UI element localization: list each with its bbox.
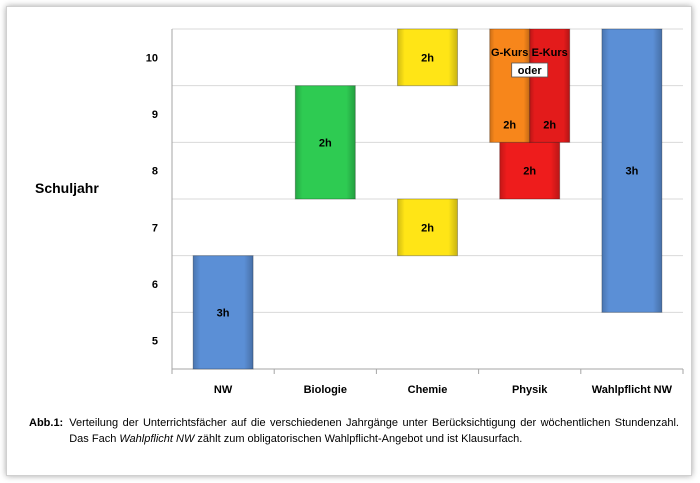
bar-shading (397, 199, 458, 256)
course-label: G-Kurs (491, 47, 528, 59)
caption-italic: Wahlpflicht NW (119, 433, 195, 445)
y-tick-label: 7 (152, 222, 158, 234)
bar-label: 3h (625, 166, 638, 178)
chart: 5 6 7 8 9 10 NW Biologie Chemie Physik Wahlpflicht… (35, 28, 684, 396)
axes (171, 29, 684, 374)
bar-shading (397, 29, 458, 86)
figure-caption: Abb.1: Verteilung der Unterrichtsfächer … (29, 415, 679, 447)
bar-shading (295, 85, 356, 199)
bar-label: 2h (523, 166, 536, 178)
bar-shading (601, 29, 662, 313)
labels: 5 6 7 8 9 10 NW Biologie Chemie Physik Wahlpflicht… (146, 47, 673, 396)
x-tick-label: Wahlpflicht NW (592, 384, 673, 396)
bar-shading (529, 29, 570, 143)
y-tick-label: 5 (152, 336, 158, 348)
x-tick-label: Biologie (304, 384, 347, 396)
bars (192, 28, 663, 370)
bar-label: 2h (319, 137, 332, 149)
caption-text: Verteilung der Unterrichtsfächer auf die… (69, 415, 679, 447)
oder-box (511, 62, 549, 78)
x-tick-label: Physik (512, 384, 548, 396)
x-tick-label: NW (214, 384, 233, 396)
caption-text-after: zählt zum obligatorischen Wahlpflicht-An… (197, 433, 523, 445)
bar-shading (499, 142, 560, 199)
bar-label: 2h (421, 222, 434, 234)
y-tick-label: 9 (152, 109, 158, 121)
bar-label: 2h (543, 119, 556, 131)
oder-label: oder (518, 65, 543, 77)
bar-label: 2h (503, 119, 516, 131)
bar-shading (489, 29, 530, 143)
y-axis-title: Schuljahr (35, 180, 99, 196)
bar-label: 2h (421, 52, 434, 64)
bar-shading (193, 255, 254, 369)
y-tick-label: 10 (146, 52, 158, 64)
caption-label: Abb.1: (29, 417, 64, 429)
y-tick-label: 8 (152, 166, 158, 178)
bar-label: 3h (217, 307, 230, 319)
figure-frame: 5 6 7 8 9 10 NW Biologie Chemie Physik Wahlpflicht… (6, 6, 692, 476)
x-tick-label: Chemie (408, 384, 448, 396)
course-label: E-Kurs (532, 47, 568, 59)
y-tick-label: 6 (152, 279, 158, 291)
caption-text-before: Verteilung der Unterrichtsfächer auf die… (69, 417, 679, 445)
